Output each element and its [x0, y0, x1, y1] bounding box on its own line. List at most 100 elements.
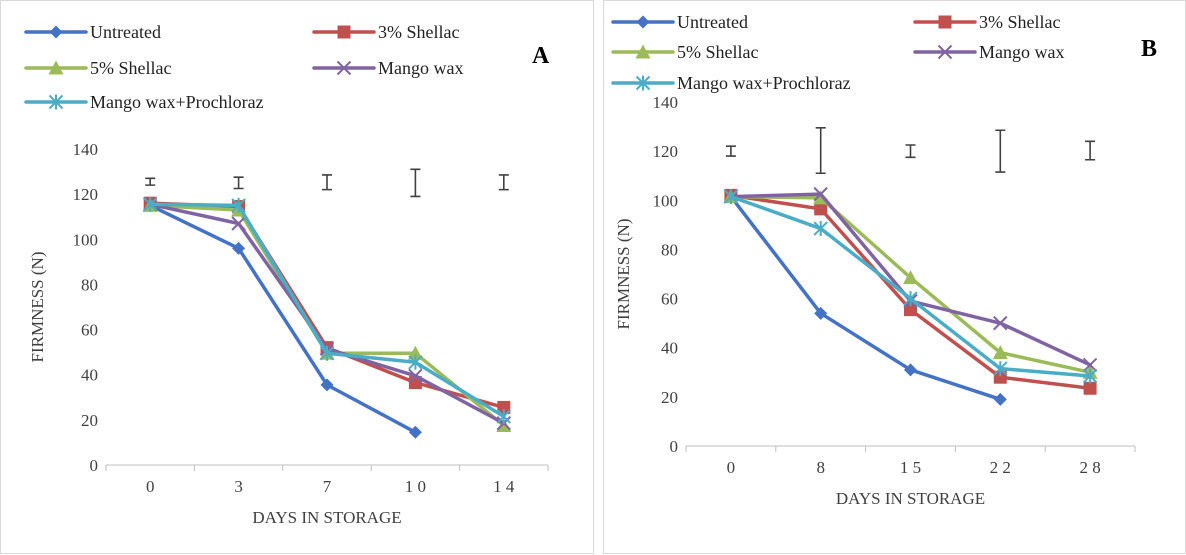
- x-tick-label: 1 0: [405, 477, 426, 496]
- legend-label: Mango wax+Prochloraz: [90, 92, 264, 112]
- legend-marker: [635, 75, 651, 91]
- data-point: [993, 361, 1008, 377]
- data-point: [1082, 357, 1098, 373]
- data-point: [993, 370, 1007, 384]
- data-point: [408, 425, 422, 439]
- error-bar: [815, 127, 826, 175]
- x-axis-label: DAYS IN STORAGE: [252, 508, 401, 527]
- legend-label: 3% Shellac: [979, 12, 1060, 32]
- y-tick-label: 100: [653, 191, 679, 210]
- chart-b-svg: 0 20 40 60 80 100 120 140 0 8 1 5 2 2 2 8 DAYS IN STO…: [611, 12, 1157, 508]
- legend-marker: [635, 44, 651, 59]
- data-point: [1083, 381, 1097, 395]
- y-tick-label: 100: [73, 230, 99, 249]
- legend-label: Mango wax: [979, 42, 1064, 62]
- data-point: [232, 241, 246, 255]
- legend-label: 5% Shellac: [90, 58, 171, 78]
- error-bar: [322, 174, 332, 191]
- legend-marker: [937, 44, 953, 60]
- series-line: [148, 203, 418, 435]
- y-tick-label: 40: [81, 366, 98, 385]
- legend-marker: [938, 15, 952, 29]
- legend-label: 3% Shellac: [378, 22, 459, 42]
- legend-marker: [336, 60, 352, 76]
- legend-marker: [48, 94, 64, 110]
- y-tick-label: 40: [661, 339, 678, 358]
- y-tick-label: 0: [670, 437, 679, 456]
- x-tick-label: 0: [146, 477, 155, 496]
- chart-panel-b: 0 20 40 60 80 100 120 140 0 8 1 5 2 2 2 8 DAYS IN STO…: [603, 0, 1186, 554]
- data-point: [407, 345, 423, 360]
- legend-marker: [48, 60, 64, 75]
- x-tick-label: 1 5: [900, 458, 921, 477]
- data-point: [903, 270, 918, 285]
- data-point: [408, 368, 423, 384]
- chart-panel-a: 0 20 40 60 80 100 120 140 0 3 7 1 0 1 4 DAYS IN STORA…: [0, 0, 594, 554]
- data-point: [496, 408, 512, 424]
- series-line: [729, 194, 1003, 402]
- x-tick-label: 8: [816, 458, 825, 477]
- data-point: [904, 303, 917, 317]
- x-tick-label: 7: [323, 477, 332, 496]
- data-point: [231, 216, 246, 231]
- x-tick-label: 3: [234, 477, 243, 496]
- panel-letter: B: [1141, 36, 1157, 62]
- y-tick-label: 20: [81, 411, 98, 430]
- data-point: [904, 363, 917, 377]
- x-tick-label: 1 4: [493, 477, 515, 496]
- error-bar: [145, 177, 156, 186]
- data-point: [142, 196, 158, 212]
- series-line: [729, 194, 1092, 378]
- legend-marker: [49, 25, 63, 39]
- error-bar: [995, 129, 1006, 173]
- x-tick-label: 0: [727, 458, 736, 477]
- legend-label: Mango wax: [378, 58, 463, 78]
- legend-label: Untreated: [90, 22, 161, 42]
- data-point: [408, 354, 423, 370]
- chart-a-svg: 0 20 40 60 80 100 120 140 0 3 7 1 0 1 4 DAYS IN STORA…: [24, 22, 550, 527]
- y-axis-label: FIRMNESS (N): [614, 219, 633, 330]
- y-tick-label: 120: [653, 142, 679, 161]
- data-point: [992, 345, 1008, 360]
- data-point: [320, 378, 334, 392]
- data-point: [319, 345, 335, 361]
- legend-label: 5% Shellac: [677, 42, 758, 62]
- y-tick-label: 60: [81, 321, 98, 340]
- x-axis-label: DAYS IN STORAGE: [836, 489, 985, 508]
- error-bar: [410, 168, 421, 198]
- error-bar: [905, 144, 916, 159]
- y-tick-label: 140: [73, 140, 99, 159]
- y-tick-label: 0: [90, 456, 99, 475]
- y-tick-label: 80: [81, 275, 98, 294]
- data-point: [993, 315, 1008, 331]
- error-bar: [1085, 140, 1096, 161]
- y-tick-label: 140: [653, 93, 679, 112]
- legend-marker: [337, 25, 351, 39]
- y-tick-label: 80: [661, 240, 678, 259]
- legend-label: Mango wax+Prochloraz: [677, 73, 851, 93]
- y-tick-label: 120: [73, 185, 99, 204]
- data-point: [723, 189, 739, 205]
- legend-marker: [636, 15, 650, 29]
- series-line: [148, 201, 506, 410]
- y-tick-label: 60: [661, 290, 678, 309]
- legend-label: Untreated: [677, 12, 748, 32]
- data-point: [497, 400, 511, 414]
- x-tick-label: 2 2: [990, 458, 1011, 477]
- data-point: [813, 186, 828, 202]
- data-point: [496, 418, 512, 432]
- series-line: [729, 194, 1092, 375]
- y-tick-label: 20: [661, 388, 678, 407]
- data-point: [813, 221, 828, 237]
- y-axis-label: FIRMNESS (N): [28, 252, 47, 363]
- x-tick-label: 2 8: [1079, 458, 1100, 477]
- error-bar: [725, 145, 736, 157]
- data-point: [1082, 368, 1098, 384]
- error-bar: [498, 174, 509, 191]
- panel-letter: A: [532, 43, 550, 69]
- data-point: [903, 291, 918, 307]
- data-point: [231, 197, 246, 213]
- error-bar: [233, 176, 244, 190]
- data-point: [993, 392, 1007, 406]
- data-point: [814, 202, 828, 216]
